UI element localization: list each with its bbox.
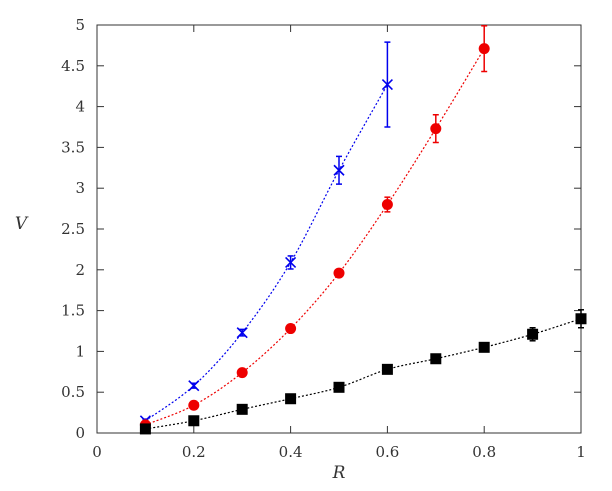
x-tick-labels: 0 0.2 0.4 0.6 0.8 1 (92, 443, 586, 461)
y-tick-label: 2.5 (61, 220, 85, 238)
y-tick-label: 5 (75, 16, 85, 34)
data-point (285, 393, 297, 405)
y-tick-label: 2 (75, 261, 85, 279)
x-tick-label: 0 (92, 443, 102, 461)
plot-frame (96, 24, 582, 434)
data-point (478, 341, 490, 353)
series-line (145, 318, 582, 430)
data-point (236, 403, 248, 415)
y-tick-label: 0.5 (61, 383, 85, 401)
y-tick-label: 3 (75, 179, 85, 197)
tick-marks (96, 24, 582, 434)
y-tick-labels: 0 0.5 1 1.5 2 2.5 3 3.5 4 4.5 5 (61, 16, 85, 442)
x-tick-label: 0.6 (375, 443, 399, 461)
series-cross (139, 41, 393, 427)
data-point (236, 367, 248, 379)
x-axis-title: R (332, 463, 346, 483)
data-point (139, 423, 151, 435)
data-point (430, 123, 442, 135)
data-point (333, 267, 345, 279)
data-point (188, 415, 200, 427)
y-tick-label: 0 (75, 424, 85, 442)
series-line (145, 84, 388, 422)
cross-stroke (285, 256, 297, 269)
data-point (333, 381, 345, 393)
x-tick-label: 0.2 (182, 443, 206, 461)
data-point (527, 328, 539, 340)
data-point (236, 327, 248, 339)
cross-stroke (333, 164, 345, 176)
data-point (381, 199, 393, 211)
cross-stroke (188, 380, 200, 392)
data-point (381, 79, 393, 91)
x-tick-label: 0.4 (279, 443, 303, 461)
x-tick-label: 1 (576, 443, 586, 461)
cross-stroke (381, 79, 393, 91)
data-point (575, 313, 587, 325)
y-axis-title: V (15, 214, 29, 234)
cross-stroke (236, 327, 248, 339)
data-point (285, 323, 297, 335)
series-square (139, 309, 587, 435)
data-point (478, 43, 490, 55)
data-point (188, 380, 200, 392)
data-point (285, 256, 297, 269)
data-point (188, 399, 200, 411)
data-point (381, 363, 393, 375)
series-layer (139, 25, 587, 435)
data-point (333, 164, 345, 176)
series-line (145, 48, 485, 426)
y-tick-label: 1.5 (61, 302, 85, 320)
x-tick-label: 0.8 (472, 443, 496, 461)
y-tick-label: 1 (75, 342, 85, 360)
y-tick-label: 4.5 (61, 57, 85, 75)
series-circle (139, 25, 490, 431)
data-point (430, 353, 442, 365)
y-tick-label: 3.5 (61, 138, 85, 156)
y-tick-label: 4 (75, 98, 85, 116)
